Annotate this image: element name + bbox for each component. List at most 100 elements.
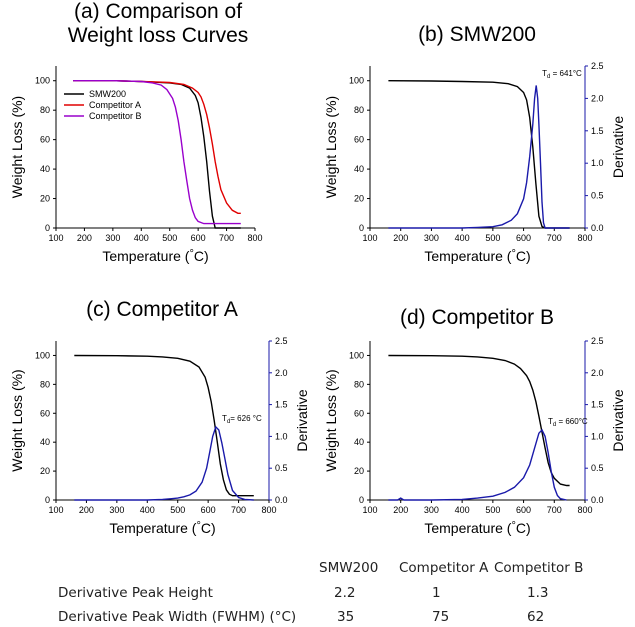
- x-axis-label: Temperature (°C): [109, 520, 215, 536]
- x-tick-label: 200: [79, 505, 94, 515]
- y-tick-label: 80: [354, 105, 364, 115]
- derivative-line: [74, 425, 254, 501]
- chart-title: (c) Competitor A: [86, 298, 238, 321]
- legend-label: SMW200: [89, 89, 126, 99]
- summary-col-header: Competitor A: [399, 560, 489, 576]
- y-tick-label: 100: [349, 76, 364, 86]
- y2-tick-label: 1.0: [275, 431, 288, 441]
- x-tick-label: 100: [48, 505, 63, 515]
- x-axis-label: Temperature (°C): [424, 520, 530, 536]
- y2-tick-label: 0.0: [591, 495, 604, 505]
- weight-loss-line: [73, 80, 241, 225]
- x-tick-label: 500: [170, 505, 185, 515]
- y2-tick-label: 0.0: [275, 495, 288, 505]
- x-axis-label: Temperature (°C): [424, 248, 530, 264]
- summary-value: 35: [337, 609, 355, 625]
- x-tick-label: 500: [485, 505, 500, 515]
- x-tick-label: 300: [424, 505, 439, 515]
- y-tick-label: 80: [354, 379, 364, 389]
- y-tick-label: 60: [354, 135, 364, 145]
- y-tick-label: 60: [40, 135, 50, 145]
- derivative-line: [388, 85, 570, 229]
- y2-tick-label: 0.0: [591, 223, 604, 233]
- summary-row-label: Derivative Peak Height: [58, 585, 213, 601]
- x-tick-label: 100: [48, 233, 63, 243]
- y2-axis-label: Derivative: [610, 116, 626, 178]
- y2-tick-label: 2.5: [591, 61, 604, 71]
- summary-value: 2.2: [334, 585, 356, 601]
- x-tick-label: 100: [362, 505, 377, 515]
- peak-annotation: Td = 660°C: [548, 417, 588, 428]
- y-tick-label: 20: [354, 466, 364, 476]
- weight-loss-line: [388, 354, 570, 487]
- x-tick-label: 800: [247, 233, 262, 243]
- y-tick-label: 40: [40, 437, 50, 447]
- x-tick-label: 700: [231, 505, 246, 515]
- y2-tick-label: 1.0: [591, 158, 604, 168]
- y-tick-label: 40: [354, 164, 364, 174]
- x-tick-label: 600: [191, 233, 206, 243]
- chart-title: (b) SMW200: [418, 23, 536, 46]
- y2-tick-label: 2.0: [275, 368, 288, 378]
- x-tick-label: 100: [362, 233, 377, 243]
- summary-row-label: Derivative Peak Width (FWHM) (°C): [58, 609, 297, 625]
- x-tick-label: 400: [140, 505, 155, 515]
- x-tick-label: 300: [424, 233, 439, 243]
- y-tick-label: 100: [35, 350, 50, 360]
- legend-label: Competitor B: [89, 111, 142, 121]
- summary-value: 75: [432, 609, 450, 625]
- y2-tick-label: 2.0: [591, 368, 604, 378]
- x-tick-label: 200: [77, 233, 92, 243]
- x-tick-label: 600: [516, 505, 531, 515]
- derivative-line: [388, 428, 567, 501]
- x-tick-label: 400: [455, 233, 470, 243]
- x-tick-label: 700: [547, 233, 562, 243]
- y-tick-label: 0: [45, 495, 50, 505]
- x-tick-label: 400: [455, 505, 470, 515]
- y-tick-label: 20: [354, 194, 364, 204]
- x-tick-label: 300: [109, 505, 124, 515]
- summary-table: SMW200 Competitor A Competitor B Derivat…: [0, 560, 635, 627]
- y-axis-label: Weight Loss (%): [323, 96, 339, 198]
- x-tick-label: 400: [134, 233, 149, 243]
- x-tick-label: 300: [105, 233, 120, 243]
- y2-tick-label: 2.5: [275, 336, 288, 346]
- y2-tick-label: 0.5: [591, 191, 604, 201]
- y-tick-label: 20: [40, 466, 50, 476]
- y-tick-label: 100: [349, 350, 364, 360]
- x-tick-label: 800: [577, 233, 592, 243]
- weight-loss-line: [388, 80, 570, 229]
- y-tick-label: 100: [35, 76, 50, 86]
- y-tick-label: 0: [359, 495, 364, 505]
- y2-tick-label: 1.5: [591, 400, 604, 410]
- summary-value: 1.3: [527, 585, 549, 601]
- y2-tick-label: 1.5: [591, 126, 604, 136]
- y2-tick-label: 2.5: [591, 336, 604, 346]
- y2-tick-label: 0.5: [591, 463, 604, 473]
- y2-tick-label: 2.0: [591, 93, 604, 103]
- y-tick-label: 60: [40, 408, 50, 418]
- y-tick-label: 0: [45, 223, 50, 233]
- y-tick-label: 40: [354, 437, 364, 447]
- x-tick-label: 600: [201, 505, 216, 515]
- chart-title: (d) Competitor B: [400, 306, 554, 329]
- summary-value: 1: [432, 585, 441, 601]
- y-tick-label: 60: [354, 408, 364, 418]
- y-tick-label: 80: [40, 105, 50, 115]
- y2-tick-label: 1.0: [591, 431, 604, 441]
- y-tick-label: 80: [40, 379, 50, 389]
- peak-annotation: Td= 626 °C: [222, 414, 262, 425]
- y2-axis-label: Derivative: [610, 389, 626, 451]
- weight-loss-line: [74, 354, 254, 497]
- peak-annotation: Td = 641°C: [542, 69, 582, 80]
- summary-value: 62: [527, 609, 545, 625]
- y-axis-label: Weight Loss (%): [323, 369, 339, 471]
- y-axis-label: Weight Loss (%): [9, 96, 25, 198]
- x-tick-label: 500: [485, 233, 500, 243]
- x-tick-label: 700: [219, 233, 234, 243]
- summary-col-header: SMW200: [319, 560, 379, 576]
